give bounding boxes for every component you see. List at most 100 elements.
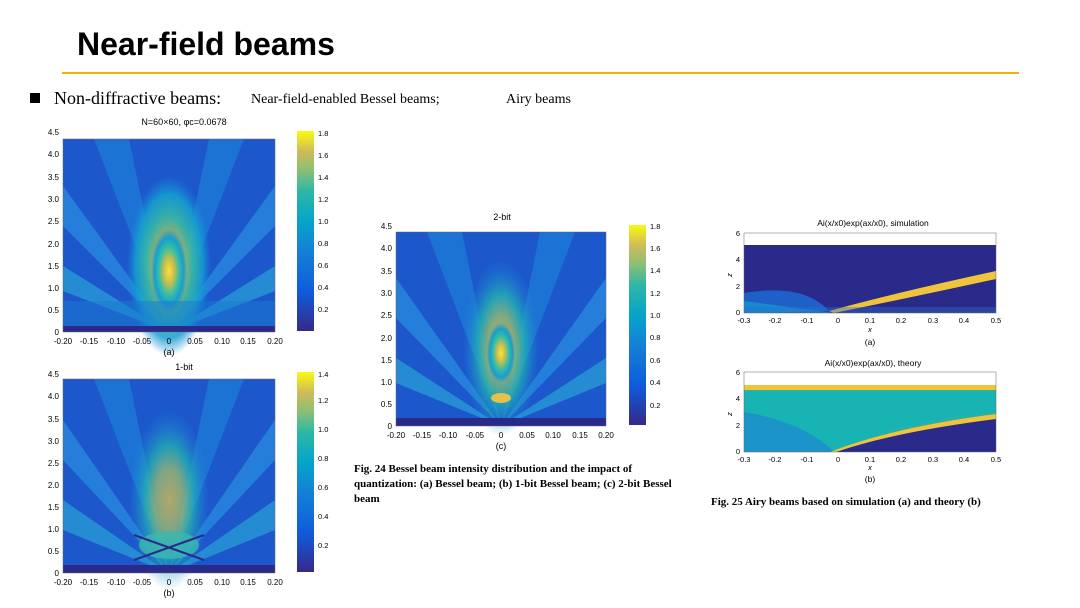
svg-text:1.6: 1.6	[318, 151, 328, 160]
svg-text:-0.05: -0.05	[466, 431, 485, 440]
svg-text:0.2: 0.2	[650, 401, 660, 410]
svg-text:1.5: 1.5	[381, 356, 393, 365]
svg-text:-0.2: -0.2	[769, 455, 782, 464]
svg-text:1.0: 1.0	[48, 525, 60, 534]
x-ticks-a: -0.20 -0.15 -0.10 -0.05 0 0.05 0.10 0.15 0.20	[54, 337, 283, 346]
svg-text:-0.05: -0.05	[133, 578, 152, 587]
svg-text:0.20: 0.20	[267, 337, 283, 346]
svg-text:-0.05: -0.05	[133, 337, 152, 346]
colorbar-a	[297, 131, 314, 331]
svg-text:0.15: 0.15	[240, 337, 256, 346]
fig25-a-title: Ai(x/x0)exp(ax/x0), simulation	[817, 218, 929, 228]
slide-title: Near-field beams	[77, 26, 335, 62]
x-ticks-c: -0.20 -0.15 -0.10 -0.05 0 0.05 0.10 0.15 0.20	[387, 431, 614, 440]
svg-text:x: x	[867, 325, 872, 334]
svg-text:1.2: 1.2	[318, 396, 328, 405]
svg-text:0: 0	[836, 455, 840, 464]
panel-c-label: (c)	[496, 441, 507, 451]
svg-text:0.10: 0.10	[214, 578, 230, 587]
bullet-item-bessel: Near-field-enabled Bessel beams;	[251, 92, 440, 107]
svg-text:0.5: 0.5	[991, 455, 1001, 464]
svg-text:0.3: 0.3	[928, 455, 938, 464]
fig24-panel-a: N=60×60, φc=0.0678 0 0.5 1.0 1.5 2.0 2.5 3.0…	[34, 116, 334, 361]
fig25-panel-a: Ai(x/x0)exp(ax/x0), simulation 0 2 4 6 z -0…	[724, 213, 1014, 353]
fig24-panel-c: 2-bit 0 0.5 1.0 1.5 2.0 2.5 3.0 3.5 4.0 4.5 -0.…	[362, 208, 662, 453]
colorbar-b	[297, 372, 314, 572]
fig25-a-label: (a)	[865, 337, 876, 347]
fig25-a-xticks: -0.3 -0.2 -0.1 0 0.1 0.2 0.3 0.4 0.5	[738, 316, 1002, 325]
svg-text:0.20: 0.20	[598, 431, 614, 440]
fig25-b-xticks: -0.3 -0.2 -0.1 0 0.1 0.2 0.3 0.4 0.5	[738, 455, 1002, 464]
svg-text:0.5: 0.5	[48, 547, 60, 556]
svg-text:0.4: 0.4	[318, 512, 328, 521]
svg-text:0.15: 0.15	[240, 578, 256, 587]
svg-text:0.3: 0.3	[928, 316, 938, 325]
panel-a-label: (a)	[164, 347, 175, 357]
svg-text:4.0: 4.0	[381, 244, 393, 253]
svg-text:0.8: 0.8	[650, 333, 660, 342]
svg-text:2.0: 2.0	[381, 334, 393, 343]
svg-text:0: 0	[55, 569, 60, 578]
svg-text:0.05: 0.05	[187, 337, 203, 346]
svg-text:0.10: 0.10	[214, 337, 230, 346]
svg-text:0: 0	[167, 578, 172, 587]
colorbar-b-ticks: 0.2 0.4 0.6 0.8 1.0 1.2 1.4	[318, 370, 328, 550]
fig25-b-label: (b)	[865, 474, 876, 484]
svg-text:-0.20: -0.20	[54, 578, 73, 587]
svg-text:1.0: 1.0	[318, 425, 328, 434]
svg-text:0: 0	[499, 431, 504, 440]
svg-text:-0.10: -0.10	[107, 578, 126, 587]
y-ticks-b: 0 0.5 1.0 1.5 2.0 2.5 3.0 3.5 4.0 4.5	[48, 370, 60, 578]
svg-text:0.6: 0.6	[318, 261, 328, 270]
svg-text:-0.10: -0.10	[439, 431, 458, 440]
svg-text:-0.15: -0.15	[80, 337, 99, 346]
colorbar-c-ticks: 0.2 0.4 0.6 0.8 1.0 1.2 1.4 1.6 1.8	[650, 222, 660, 410]
svg-text:0.6: 0.6	[650, 356, 660, 365]
bullet-line: Non-diffractive beams: Near-field-enable…	[30, 88, 571, 109]
svg-text:1.4: 1.4	[318, 173, 328, 182]
svg-text:0: 0	[388, 422, 393, 431]
svg-text:2.5: 2.5	[48, 217, 60, 226]
svg-text:1.4: 1.4	[650, 266, 660, 275]
svg-text:0.05: 0.05	[519, 431, 535, 440]
svg-text:0.05: 0.05	[187, 578, 203, 587]
svg-text:-0.3: -0.3	[738, 455, 751, 464]
svg-text:0.2: 0.2	[896, 316, 906, 325]
svg-text:2.0: 2.0	[48, 240, 60, 249]
svg-text:-0.15: -0.15	[80, 578, 99, 587]
svg-text:-0.20: -0.20	[387, 431, 406, 440]
svg-text:-0.15: -0.15	[413, 431, 432, 440]
svg-text:2.0: 2.0	[48, 481, 60, 490]
svg-text:-0.20: -0.20	[54, 337, 73, 346]
svg-text:z: z	[725, 273, 734, 278]
svg-text:4.0: 4.0	[48, 150, 60, 159]
fig24-panel-b: 1-bit 0 0.5 1.0 1.5 2.0 2.5 3.0 3.5 4.0 4.5 -0.…	[34, 360, 334, 605]
x-ticks-b: -0.20 -0.15 -0.10 -0.05 0 0.05 0.10 0.15 0.20	[54, 578, 283, 587]
svg-text:2.5: 2.5	[381, 311, 393, 320]
svg-text:0.5: 0.5	[381, 400, 393, 409]
panel-a-title: N=60×60, φc=0.0678	[141, 117, 226, 127]
svg-text:0.5: 0.5	[48, 306, 60, 315]
bessel-heatmap-c: 2-bit 0 0.5 1.0 1.5 2.0 2.5 3.0 3.5 4.0 4.5 -0.…	[381, 212, 661, 451]
svg-text:-0.1: -0.1	[801, 316, 814, 325]
svg-text:2: 2	[736, 282, 740, 291]
svg-text:-0.1: -0.1	[801, 455, 814, 464]
colorbar-a-ticks: 0.2 0.4 0.6 0.8 1.0 1.2 1.4 1.6 1.8	[318, 129, 328, 314]
svg-text:-0.10: -0.10	[107, 337, 126, 346]
svg-text:1.0: 1.0	[48, 284, 60, 293]
svg-text:1.0: 1.0	[318, 217, 328, 226]
svg-text:0.5: 0.5	[991, 316, 1001, 325]
svg-text:0.4: 0.4	[650, 378, 660, 387]
svg-text:0.2: 0.2	[318, 541, 328, 550]
svg-text:4.5: 4.5	[381, 222, 393, 231]
svg-text:0.20: 0.20	[267, 578, 283, 587]
svg-text:2: 2	[736, 421, 740, 430]
svg-text:1.4: 1.4	[318, 370, 328, 379]
svg-text:4.5: 4.5	[48, 128, 60, 137]
svg-text:1.5: 1.5	[48, 503, 60, 512]
svg-text:-0.2: -0.2	[769, 316, 782, 325]
svg-text:0.6: 0.6	[318, 483, 328, 492]
svg-text:1.2: 1.2	[318, 195, 328, 204]
svg-text:0.4: 0.4	[959, 316, 969, 325]
